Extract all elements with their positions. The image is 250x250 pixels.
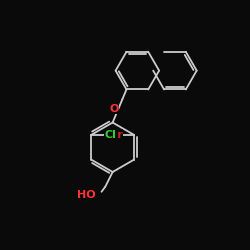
Text: Cl: Cl [105,130,117,140]
Text: Br: Br [108,130,122,140]
Text: HO: HO [77,190,95,200]
Text: O: O [110,104,119,114]
